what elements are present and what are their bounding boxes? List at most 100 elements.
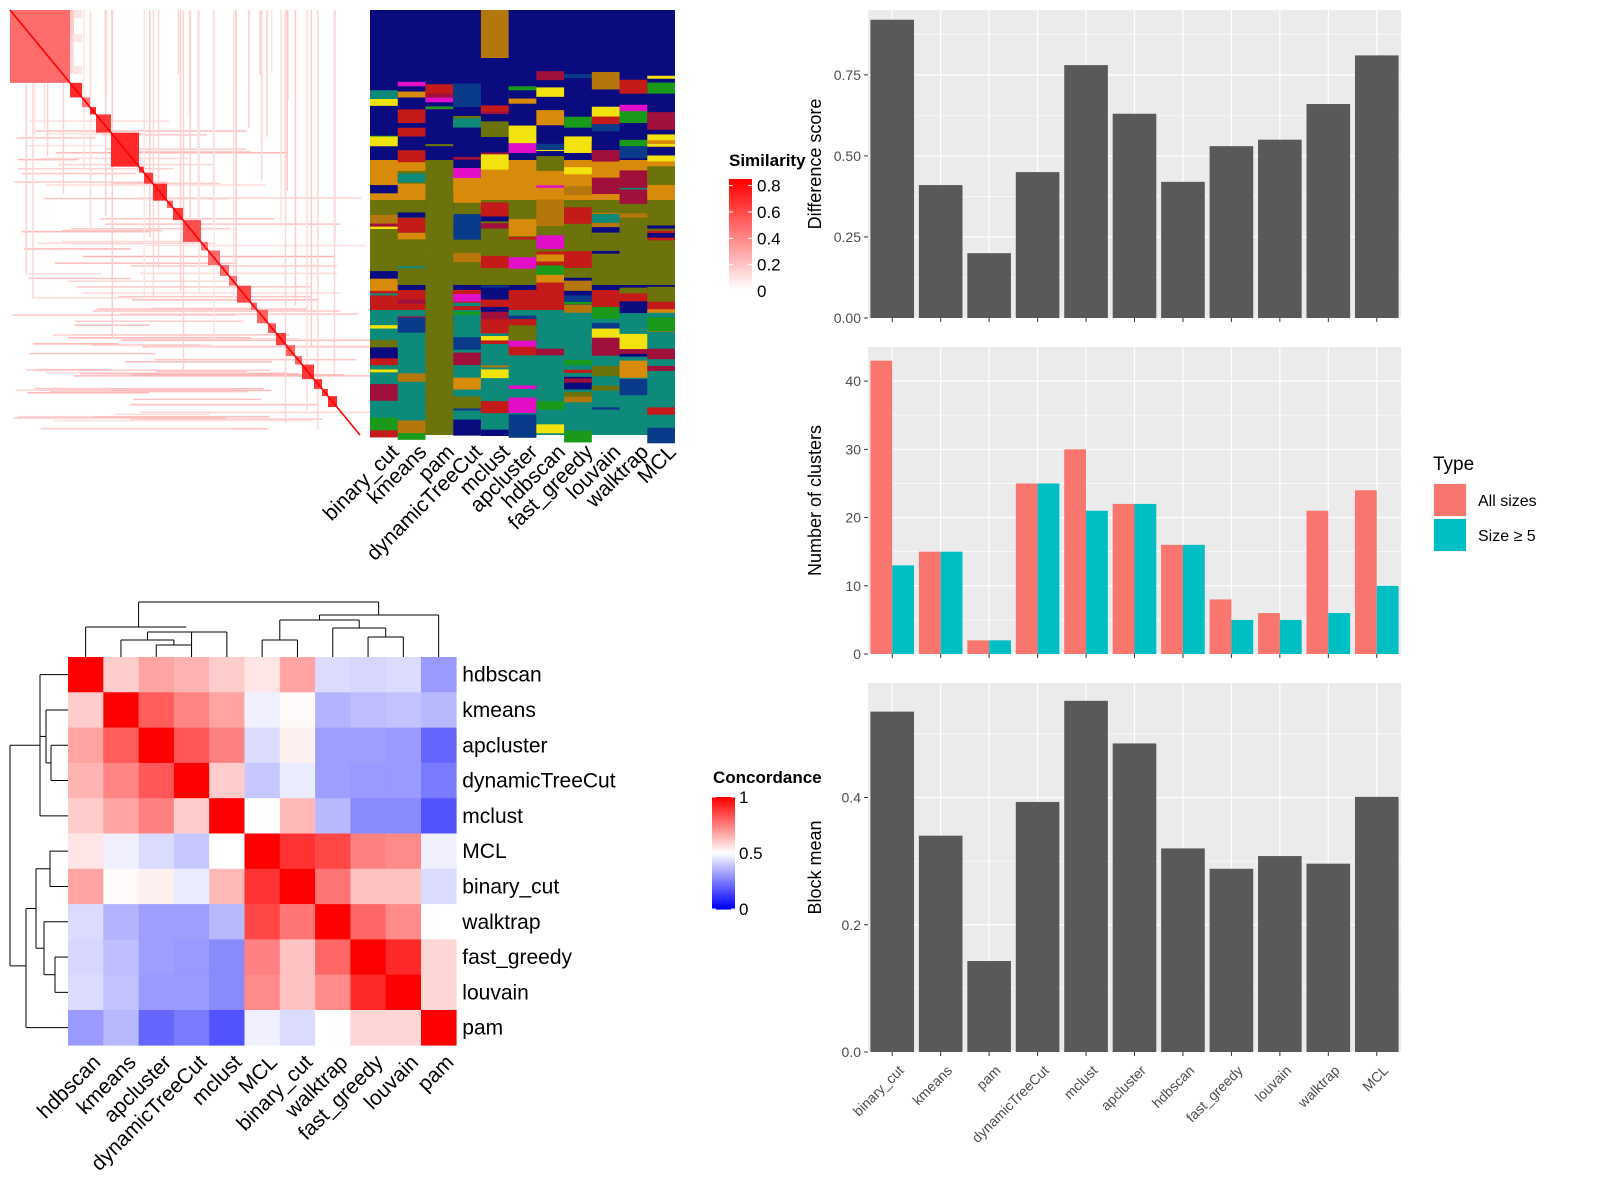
similarity-legend-gradient: [729, 288, 752, 292]
concordance-cell: [421, 762, 457, 799]
concordance-cell: [103, 974, 139, 1011]
similarity-streak: [29, 352, 156, 355]
concordance-cell: [173, 762, 210, 799]
x-tick-label: apcluster: [1097, 1062, 1149, 1114]
similarity-streak: [101, 134, 207, 136]
y-tick-label: 0: [853, 646, 861, 662]
concordance-cell: [103, 727, 139, 764]
membership-cell: [508, 325, 537, 341]
similarity-streak: [198, 10, 200, 295]
membership-cell: [536, 348, 565, 356]
similarity-streak: [68, 337, 251, 339]
concordance-cell: [244, 798, 281, 834]
concordance-row-label: dynamicTreeCut: [462, 770, 615, 793]
concordance-legend-gradient: [712, 893, 735, 897]
concordance-cell: [68, 798, 104, 834]
y-tick-label: 0.25: [834, 229, 861, 245]
concordance-legend-gradient: [712, 810, 735, 814]
concordance-cell: [68, 692, 104, 728]
type-legend-label: All sizes: [1478, 493, 1537, 510]
similarity-legend-gradient: [729, 243, 752, 247]
membership-cell: [397, 150, 426, 163]
concordance-cell: [279, 692, 316, 728]
similarity-cell: [74, 34, 82, 42]
membership-cell: [453, 408, 481, 411]
concordance-legend-gradient: [712, 866, 735, 870]
concordance-cell: [209, 904, 245, 940]
similarity-streak: [92, 310, 341, 312]
membership-cell: [564, 392, 592, 401]
concordance-legend-gradient: [712, 832, 735, 836]
concordance-cell: [209, 657, 245, 693]
concordance-cell: [244, 833, 281, 870]
membership-cell: [480, 369, 509, 379]
bar: [1209, 868, 1254, 1052]
membership-cell: [453, 311, 481, 315]
membership-cell: [370, 136, 398, 147]
concordance-cell: [315, 657, 351, 693]
concordance-cell: [173, 798, 210, 834]
concordance-legend-gradient: [712, 828, 735, 832]
concordance-cell: [279, 762, 316, 799]
membership-cell: [536, 206, 565, 218]
concordance-cell: [350, 727, 386, 764]
concordance-cell: [279, 798, 316, 834]
concordance-legend-gradient: [712, 900, 735, 903]
similarity-streak: [111, 389, 272, 392]
similarity-legend-title: Similarity: [729, 151, 806, 170]
similarity-streak: [266, 10, 268, 137]
concordance-cell: [421, 1010, 457, 1046]
bar-all-sizes: [1112, 503, 1135, 654]
concordance-cell: [350, 833, 386, 870]
similarity-streak: [140, 272, 337, 275]
bar: [1064, 700, 1108, 1052]
similarity-streak: [179, 10, 182, 292]
concordance-row-label: mclust: [462, 805, 523, 828]
membership-cell: [536, 87, 565, 97]
concordance-cell: [279, 1010, 316, 1046]
similarity-streak: [14, 181, 169, 183]
concordance-cell: [173, 833, 210, 870]
similarity-legend-gradient: [729, 277, 752, 281]
concordance-legend-gradient: [712, 823, 735, 827]
concordance-cell: [173, 974, 210, 1011]
x-tick-label: mclust: [1061, 1062, 1101, 1102]
membership-cell: [508, 257, 537, 269]
concordance-legend-gradient: [712, 819, 735, 823]
similarity-streak: [111, 10, 114, 338]
concordance-row-label: MCL: [462, 840, 506, 863]
membership-cell: [453, 167, 481, 178]
membership-cell: [564, 74, 592, 79]
membership-cell: [480, 429, 509, 436]
membership-cell: [425, 106, 454, 109]
concordance-cell: [350, 939, 386, 975]
bar: [967, 961, 1011, 1052]
membership-cell: [591, 121, 620, 132]
concordance-legend-gradient: [712, 797, 735, 800]
membership-cell: [453, 214, 481, 226]
similarity-streak: [35, 368, 109, 371]
membership-cell: [508, 90, 537, 99]
membership-cell: [397, 203, 426, 212]
bar-size-ge-5: [1086, 510, 1108, 654]
concordance-cell: [421, 939, 457, 975]
membership-cell: [508, 219, 537, 237]
concordance-cell: [68, 657, 104, 693]
similarity-streak: [76, 286, 311, 288]
membership-cell: [591, 71, 620, 90]
membership-cell: [397, 212, 426, 218]
membership-cell: [370, 384, 398, 401]
concordance-legend-title: Concordance: [713, 768, 822, 787]
membership-cell: [370, 293, 398, 296]
similarity-streak: [17, 167, 174, 170]
similarity-legend-gradient: [729, 193, 752, 197]
similarity-streak: [45, 371, 288, 374]
similarity-streak: [74, 320, 244, 322]
concordance-row-label: walktrap: [461, 911, 540, 934]
concordance-cell: [209, 692, 245, 728]
number-of-clusters-chart: 0 10 20 30 40 Number of clusters: [805, 347, 1401, 662]
concordance-cell: [244, 939, 281, 975]
concordance-cell: [173, 692, 210, 728]
membership-cell: [480, 340, 509, 345]
similarity-legend-gradient: [729, 265, 752, 270]
